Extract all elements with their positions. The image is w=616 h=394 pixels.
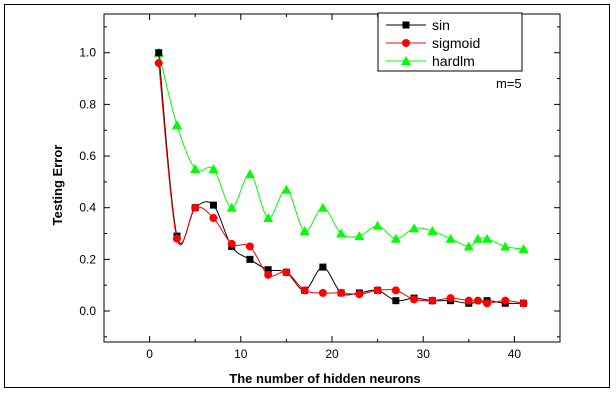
data-point-sigmoid: [191, 203, 200, 212]
data-point-sigmoid: [428, 296, 437, 305]
data-point-sigmoid: [227, 239, 236, 248]
legend-marker-hardlm: [401, 56, 411, 65]
data-point-sigmoid: [209, 214, 218, 223]
legend: sin sigmoid hardlm: [377, 12, 523, 72]
legend-label-sin: sin: [432, 17, 450, 33]
legend-marker-sigmoid: [402, 39, 410, 47]
data-point-hardlm: [226, 202, 237, 212]
data-point-hardlm: [171, 120, 182, 130]
y-axis-title: Testing Error: [50, 145, 65, 226]
series-hardlm: [153, 47, 529, 254]
data-point-hardlm: [482, 233, 493, 243]
series-line-sigmoid: [158, 63, 524, 304]
data-point-hardlm: [472, 233, 483, 243]
y-tick-label: 0.2: [79, 252, 96, 266]
data-point-sigmoid: [373, 286, 382, 295]
data-point-sin: [246, 255, 254, 263]
data-point-hardlm: [281, 184, 292, 194]
axes-layer: 0 10 20 30 40 0.0 0.2 0.4 0.6 0.8 1.0: [79, 14, 561, 361]
x-tick-label: 0: [146, 347, 153, 361]
data-point-hardlm: [354, 231, 365, 241]
data-point-hardlm: [500, 241, 511, 251]
data-point-hardlm: [445, 233, 456, 243]
series-sin: [155, 49, 528, 307]
data-point-sigmoid: [318, 288, 327, 297]
data-point-hardlm: [463, 241, 474, 251]
data-point-sigmoid: [391, 286, 400, 295]
data-point-sigmoid: [501, 296, 510, 305]
y-tick-label: 0.0: [79, 304, 96, 318]
data-point-sin: [155, 49, 163, 57]
data-point-sigmoid: [410, 295, 419, 304]
data-point-hardlm: [518, 244, 529, 254]
x-axis-title: The number of hidden neurons: [229, 371, 420, 386]
x-tick-label: 20: [325, 347, 339, 361]
data-point-sigmoid: [245, 242, 254, 251]
data-point-hardlm: [317, 202, 328, 212]
data-point-hardlm: [299, 225, 310, 235]
y-tick-label: 0.4: [79, 201, 96, 215]
legend-label-sigmoid: sigmoid: [432, 35, 480, 51]
data-point-sigmoid: [464, 296, 473, 305]
data-point-sigmoid: [446, 294, 455, 303]
data-point-sin: [209, 201, 217, 209]
x-tick-label: 40: [508, 347, 522, 361]
series-line-hardlm: [158, 52, 524, 250]
data-point-sigmoid: [154, 59, 163, 68]
series-sigmoid: [154, 59, 528, 308]
data-point-sin: [264, 266, 272, 274]
data-point-sigmoid: [337, 288, 346, 297]
legend-label-hardlm: hardlm: [432, 53, 475, 69]
data-point-sin: [319, 263, 327, 271]
data-point-hardlm: [244, 169, 255, 179]
y-tick-label: 1.0: [79, 46, 96, 60]
x-tick-label: 30: [417, 347, 431, 361]
data-point-sigmoid: [483, 299, 492, 308]
data-point-sigmoid: [172, 234, 181, 243]
data-point-hardlm: [390, 233, 401, 243]
data-point-hardlm: [208, 163, 219, 173]
x-tick-label: 10: [234, 347, 248, 361]
data-point-hardlm: [427, 225, 438, 235]
data-point-sigmoid: [519, 299, 528, 308]
data-point-hardlm: [190, 163, 201, 173]
data-point-sigmoid: [264, 270, 273, 279]
data-point-hardlm: [372, 220, 383, 230]
data-point-hardlm: [263, 213, 274, 223]
y-tick-label: 0.8: [79, 97, 96, 111]
y-tick-label: 0.6: [79, 149, 96, 163]
data-point-sin: [392, 297, 400, 305]
data-point-sigmoid: [300, 286, 309, 295]
series-line-sin: [158, 52, 524, 304]
data-point-hardlm: [409, 223, 420, 233]
data-point-sigmoid: [355, 290, 364, 299]
data-point-sigmoid: [282, 268, 291, 277]
annotation-m: m=5: [496, 76, 522, 91]
legend-marker-sin: [402, 21, 410, 29]
data-point-hardlm: [336, 228, 347, 238]
chart-frame: [4, 4, 610, 388]
series-layer: [153, 47, 529, 308]
data-point-sigmoid: [473, 296, 482, 305]
